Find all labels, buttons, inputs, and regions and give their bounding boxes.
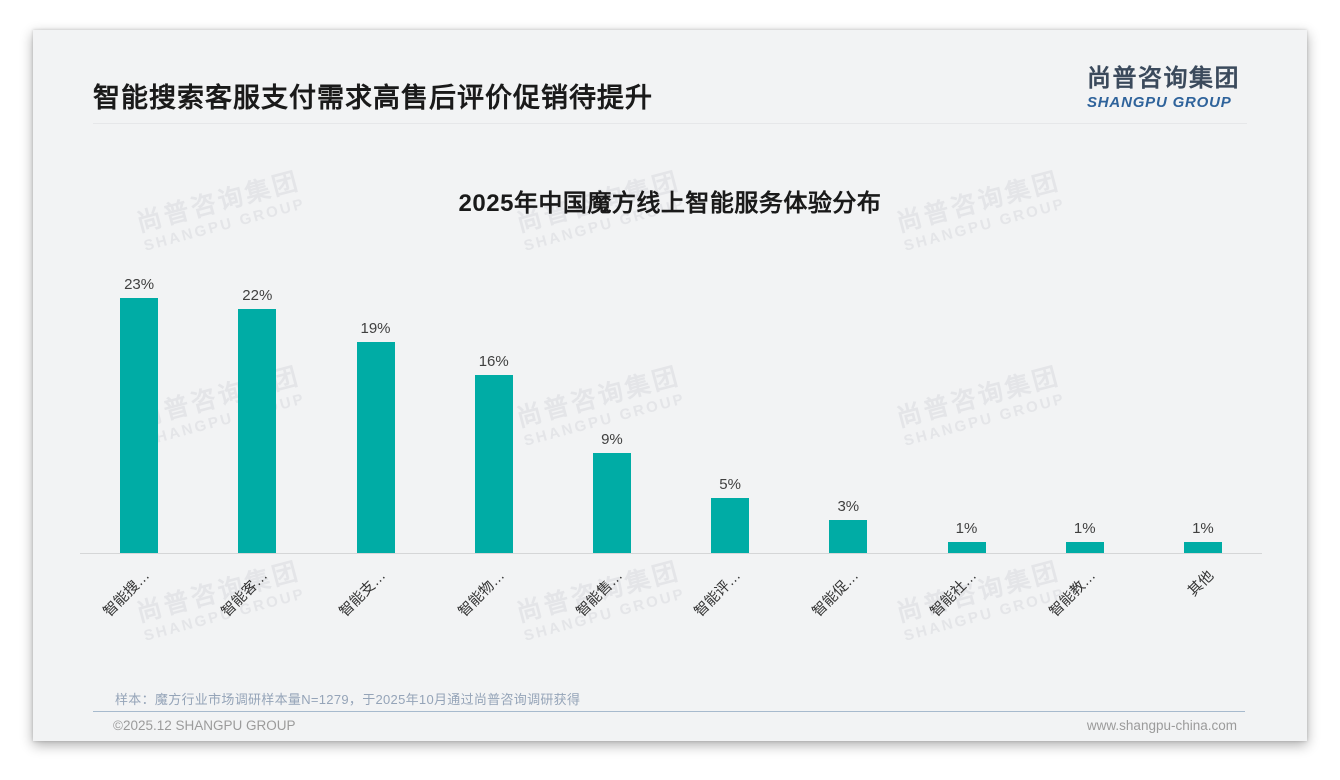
bar-value-label: 5%	[719, 475, 741, 493]
x-axis-labels: 智能搜… 智能客… 智能支… 智能物… 智能售… 智能评… 智能促… 智能社… 智能教… 其他	[80, 561, 1262, 651]
x-axis-label-slot: 智能教…	[1026, 561, 1144, 651]
bar-chart-plot-area: 23% 22% 19% 16% 9% 5% 3% 1% 1% 1%	[80, 270, 1262, 553]
bar	[120, 297, 159, 553]
bar-value-label: 3%	[837, 497, 860, 515]
bar	[1065, 541, 1104, 553]
bar-column: 1%	[1144, 270, 1262, 553]
bar-value-label: 9%	[601, 431, 623, 449]
bar-value-label: 1%	[1073, 519, 1096, 537]
x-axis-label: 其他	[1185, 567, 1218, 600]
x-axis-label-slot: 其他	[1144, 561, 1262, 651]
bar	[356, 342, 395, 553]
x-axis-label: 智能促…	[810, 567, 863, 621]
title-divider	[93, 123, 1247, 124]
bar-value-label: 16%	[478, 353, 509, 371]
copyright-text: ©2025.12 SHANGPU GROUP	[113, 718, 296, 733]
bar-value-label: 19%	[360, 320, 391, 338]
logo-text-zh: 尚普咨询集团	[1087, 65, 1240, 92]
x-axis-label: 智能支…	[337, 567, 390, 621]
x-axis-label-slot: 智能促…	[789, 561, 907, 651]
sample-note: 样本：魔方行业市场调研样本量N=1279，于2025年10月通过尚普咨询调研获得	[115, 692, 581, 707]
x-axis-label-slot: 智能售…	[553, 561, 671, 651]
x-axis-label-slot: 智能搜…	[80, 561, 198, 651]
bar	[1183, 541, 1222, 553]
x-axis-label: 智能评…	[691, 567, 745, 621]
bar	[238, 308, 277, 553]
x-axis-label-slot: 智能物…	[435, 561, 553, 651]
bar-value-label: 1%	[1192, 519, 1214, 537]
x-axis-label: 智能物…	[455, 567, 508, 621]
report-card: 尚普咨询集团 SHANGPU GROUP 尚普咨询集团 SHANGPU GROUP 尚普…	[33, 30, 1307, 741]
x-axis-label-slot: 智能评…	[671, 561, 789, 651]
footer-divider	[93, 711, 1245, 712]
x-axis-label: 智能售…	[573, 567, 627, 621]
x-axis-label: 智能客…	[219, 567, 272, 621]
bar	[474, 375, 513, 553]
bar-column: 22%	[198, 270, 316, 553]
x-axis-label: 智能社…	[928, 567, 981, 621]
chart-title: 2025年中国魔方线上智能服务体验分布	[458, 190, 882, 217]
website-text: www.shangpu-china.com	[1086, 718, 1237, 733]
bar-column: 19%	[316, 270, 434, 553]
x-axis-line	[80, 553, 1262, 554]
x-axis-label-slot: 智能客…	[198, 561, 316, 651]
bar-column: 5%	[671, 270, 789, 553]
bar	[829, 519, 868, 553]
footer-bar: ©2025.12 SHANGPU GROUP www.shangpu-china…	[113, 718, 1237, 733]
bar	[711, 497, 750, 553]
bar-column: 23%	[80, 270, 198, 553]
bar-value-label: 23%	[124, 275, 155, 293]
bar-column: 16%	[435, 270, 553, 553]
bar-column: 3%	[789, 270, 907, 553]
x-axis-label-slot: 智能社…	[907, 561, 1025, 651]
bar-value-label: 22%	[242, 286, 273, 304]
page-title: 智能搜索客服支付需求高售后评价促销待提升	[93, 83, 653, 113]
logo-text-en: SHANGPU GROUP	[1087, 94, 1232, 111]
bar-column: 9%	[553, 270, 671, 553]
x-axis-label-slot: 智能支…	[316, 561, 434, 651]
x-axis-label: 智能教…	[1046, 567, 1099, 621]
bar	[592, 453, 631, 553]
x-axis-label: 智能搜…	[100, 567, 154, 621]
bar	[947, 541, 986, 553]
bar-value-label: 1%	[955, 519, 978, 537]
company-logo: 尚普咨询集团 SHANGPU GROUP	[1087, 58, 1240, 111]
bar-column: 1%	[1026, 270, 1144, 553]
bar-column: 1%	[907, 270, 1025, 553]
